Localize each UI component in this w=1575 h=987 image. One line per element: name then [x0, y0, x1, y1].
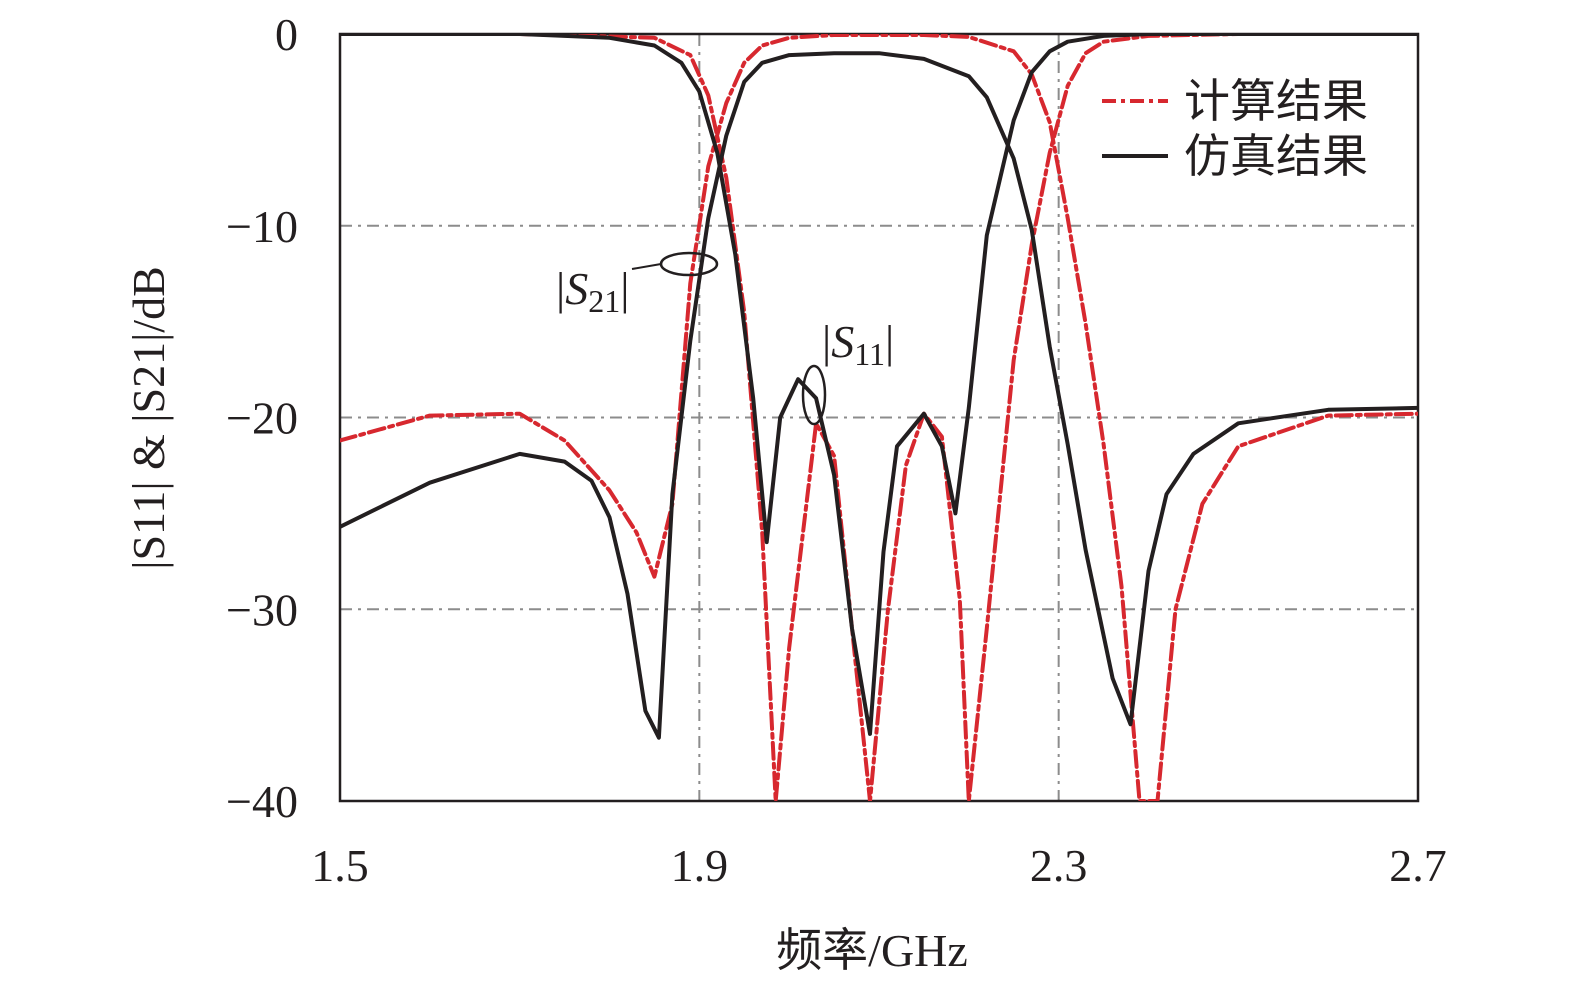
x-tick-label: 2.3: [1030, 840, 1088, 891]
tick-labels: 1.5 1.9 2.3 2.7 0 −10 −20 −30 −40: [226, 9, 1447, 891]
s11-annotation: |S11|: [822, 316, 894, 372]
x-tick-label: 2.7: [1389, 840, 1447, 891]
data-curves: [340, 34, 1418, 801]
y-tick-label: 0: [275, 9, 298, 60]
y-axis-title: |S11| & |S21|/dB: [123, 266, 174, 570]
y-tick-label: −30: [226, 584, 298, 635]
s11-marker-ellipse: [801, 364, 827, 426]
x-tick-label: 1.5: [311, 840, 369, 891]
legend-label-sim: 仿真结果: [1184, 131, 1368, 182]
s21-marker-leader: [631, 263, 662, 270]
s21-annotation: |S21|: [556, 263, 629, 319]
x-axis-title: 频率/GHz: [776, 925, 968, 976]
series-line-sim-s11: [340, 34, 1418, 736]
legend-label-calc: 计算结果: [1184, 76, 1368, 127]
y-tick-label: −10: [226, 201, 298, 252]
legend-background: [1093, 64, 1411, 188]
x-tick-label: 1.9: [671, 840, 729, 891]
series-line-calc-s21: [340, 34, 1418, 801]
legend: 计算结果 仿真结果: [1093, 64, 1411, 188]
series-line-sim-s21: [340, 51, 1418, 740]
y-tick-label: −40: [226, 776, 298, 827]
series-line-calc-s11: [340, 34, 1418, 801]
y-tick-label: −20: [226, 393, 298, 444]
